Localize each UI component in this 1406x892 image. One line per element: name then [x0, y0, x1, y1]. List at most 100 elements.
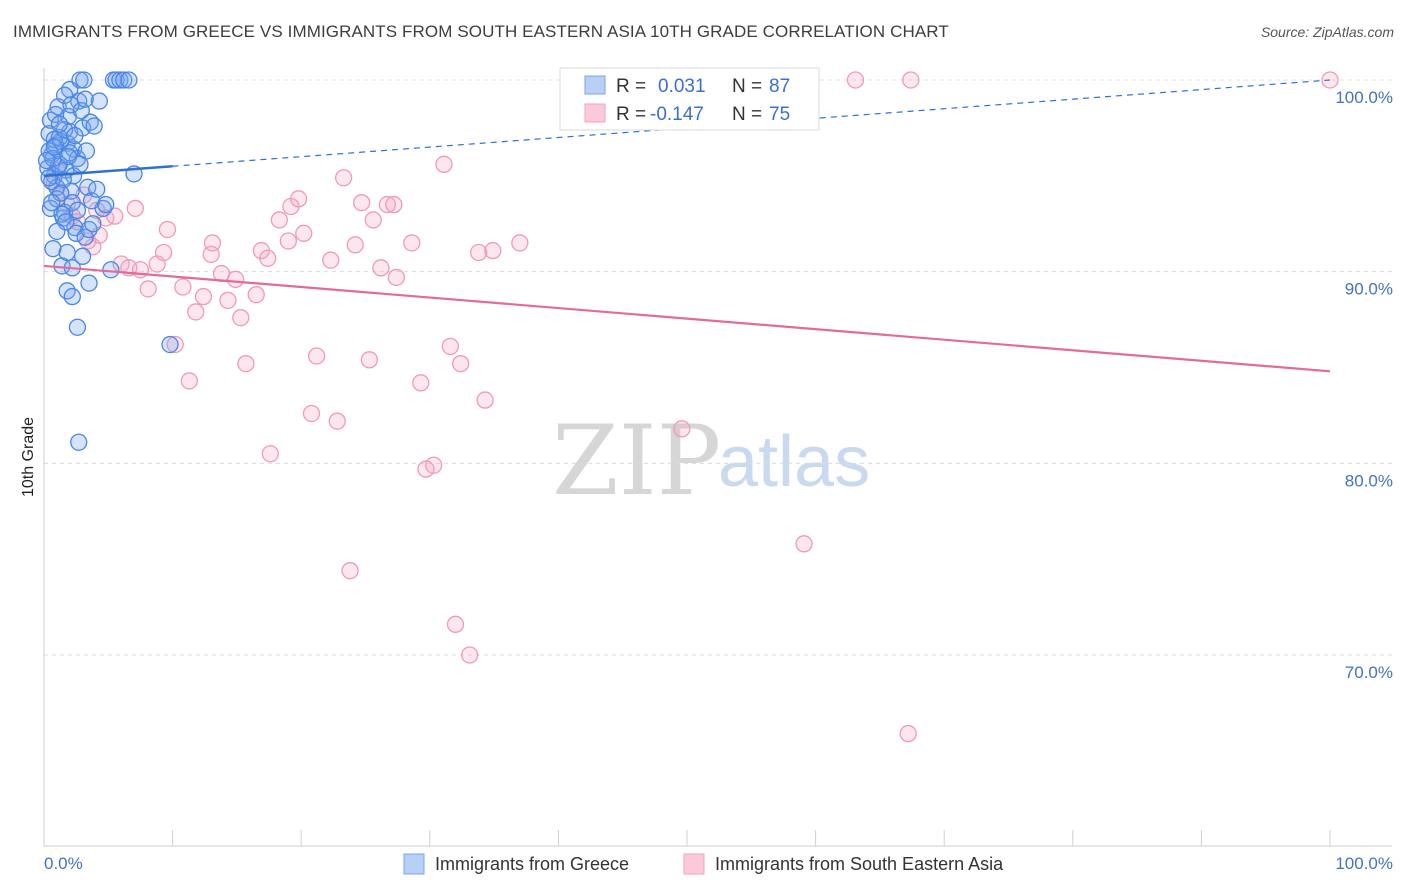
trend-line-greece — [43, 165, 173, 178]
trend-line-south-eastern-asia — [43, 264, 1331, 373]
point-greece — [50, 115, 69, 133]
point-south-eastern-asia — [795, 535, 813, 553]
y-tick-label: 90.0% — [1345, 280, 1393, 299]
point-south-eastern-asia — [328, 412, 346, 430]
stats-legend-swatch-pink — [584, 103, 606, 123]
point-greece — [68, 318, 87, 336]
stats-legend-swatch-blue — [584, 75, 606, 95]
point-south-eastern-asia — [166, 335, 184, 354]
series-greece — [37, 71, 179, 451]
stats-r-label-pink: R = — [616, 104, 646, 125]
point-greece — [58, 243, 76, 262]
point-greece — [63, 287, 81, 306]
point-south-eastern-asia — [270, 211, 288, 229]
x-tick-label-right: 100.0% — [1335, 854, 1393, 873]
point-south-eastern-asia — [237, 355, 255, 373]
point-south-eastern-asia — [139, 280, 157, 298]
stats-r-value-pink: -0.147 — [650, 104, 704, 125]
series-south-eastern-asia — [45, 71, 1339, 743]
point-south-eastern-asia — [385, 195, 403, 214]
legend-swatch-greece — [403, 853, 425, 875]
x-tick-label-left: 0.0% — [44, 854, 83, 873]
point-greece — [59, 148, 78, 166]
point-south-eastern-asia — [673, 420, 691, 438]
point-south-eastern-asia — [174, 278, 192, 296]
point-south-eastern-asia — [452, 355, 470, 373]
point-south-eastern-asia — [158, 220, 177, 239]
point-south-eastern-asia — [484, 241, 502, 260]
stats-n-label-pink: N = — [732, 104, 762, 125]
point-south-eastern-asia — [322, 251, 340, 269]
point-south-eastern-asia — [372, 259, 390, 277]
y-tick-label: 100.0% — [1335, 88, 1393, 107]
point-south-eastern-asia — [446, 615, 465, 633]
point-greece — [37, 151, 56, 170]
stats-r-value-blue: 0.031 — [658, 76, 706, 97]
point-greece — [85, 117, 103, 135]
point-south-eastern-asia — [441, 337, 460, 356]
watermark-atlas: atlas — [718, 422, 870, 502]
point-south-eastern-asia — [352, 194, 371, 212]
stats-r-label-blue: R = — [616, 76, 646, 97]
stats-n-value-blue: 87 — [769, 76, 790, 97]
point-south-eastern-asia — [461, 646, 479, 664]
point-south-eastern-asia — [232, 309, 250, 327]
point-south-eastern-asia — [425, 456, 443, 474]
gridlines — [44, 79, 1392, 656]
point-south-eastern-asia — [226, 270, 245, 288]
point-south-eastern-asia — [902, 71, 920, 89]
point-greece — [97, 195, 115, 214]
chart-title: IMMIGRANTS FROM GREECE VS IMMIGRANTS FRO… — [13, 22, 949, 41]
trend-lines — [43, 79, 1331, 373]
point-south-eastern-asia — [279, 232, 297, 250]
point-greece — [80, 274, 98, 292]
point-greece — [48, 222, 66, 241]
chart-source: Source: ZipAtlas.com — [1260, 24, 1394, 40]
point-south-eastern-asia — [259, 249, 277, 267]
point-south-eastern-asia — [289, 190, 308, 208]
point-greece — [161, 335, 179, 354]
point-greece — [43, 194, 61, 212]
series-legend: Immigrants from Greece Immigrants from S… — [403, 853, 1004, 875]
point-south-eastern-asia — [88, 201, 106, 219]
point-greece — [90, 92, 108, 110]
watermark: ZIP atlas — [552, 405, 870, 517]
point-south-eastern-asia — [899, 724, 917, 743]
point-south-eastern-asia — [302, 404, 321, 423]
point-greece — [44, 240, 62, 258]
point-south-eastern-asia — [203, 234, 222, 252]
point-south-eastern-asia — [846, 71, 865, 89]
axes — [43, 68, 1392, 847]
point-south-eastern-asia — [126, 199, 144, 218]
point-greece — [102, 261, 120, 279]
legend-label-south-eastern-asia: Immigrants from South Eastern Asia — [715, 854, 1004, 874]
point-south-eastern-asia — [307, 347, 326, 365]
point-south-eastern-asia — [387, 268, 406, 287]
point-south-eastern-asia — [346, 236, 364, 254]
point-south-eastern-asia — [360, 351, 379, 369]
point-south-eastern-asia — [435, 155, 453, 173]
point-south-eastern-asia — [334, 169, 353, 187]
y-tick-label: 70.0% — [1345, 663, 1393, 682]
point-greece — [71, 71, 89, 89]
point-greece — [45, 138, 63, 156]
point-south-eastern-asia — [511, 234, 529, 252]
point-south-eastern-asia — [364, 211, 382, 229]
point-south-eastern-asia — [219, 291, 237, 310]
point-south-eastern-asia — [154, 243, 173, 262]
point-south-eastern-asia — [378, 195, 397, 214]
legend-swatch-south-eastern-asia — [683, 853, 705, 875]
point-greece — [70, 433, 88, 451]
point-greece — [84, 215, 102, 233]
y-tick-labels: 70.0% 80.0% 90.0% 100.0% — [1335, 88, 1393, 682]
point-south-eastern-asia — [295, 224, 313, 242]
point-south-eastern-asia — [476, 391, 494, 409]
point-greece — [67, 224, 85, 242]
watermark-zip: ZIP — [552, 405, 721, 517]
stats-legend: R = 0.031 N = 87 R = -0.147 N = 75 — [559, 67, 820, 131]
point-greece — [120, 71, 138, 89]
point-south-eastern-asia — [187, 303, 205, 321]
stats-n-value-pink: 75 — [769, 104, 790, 125]
point-south-eastern-asia — [247, 286, 265, 304]
